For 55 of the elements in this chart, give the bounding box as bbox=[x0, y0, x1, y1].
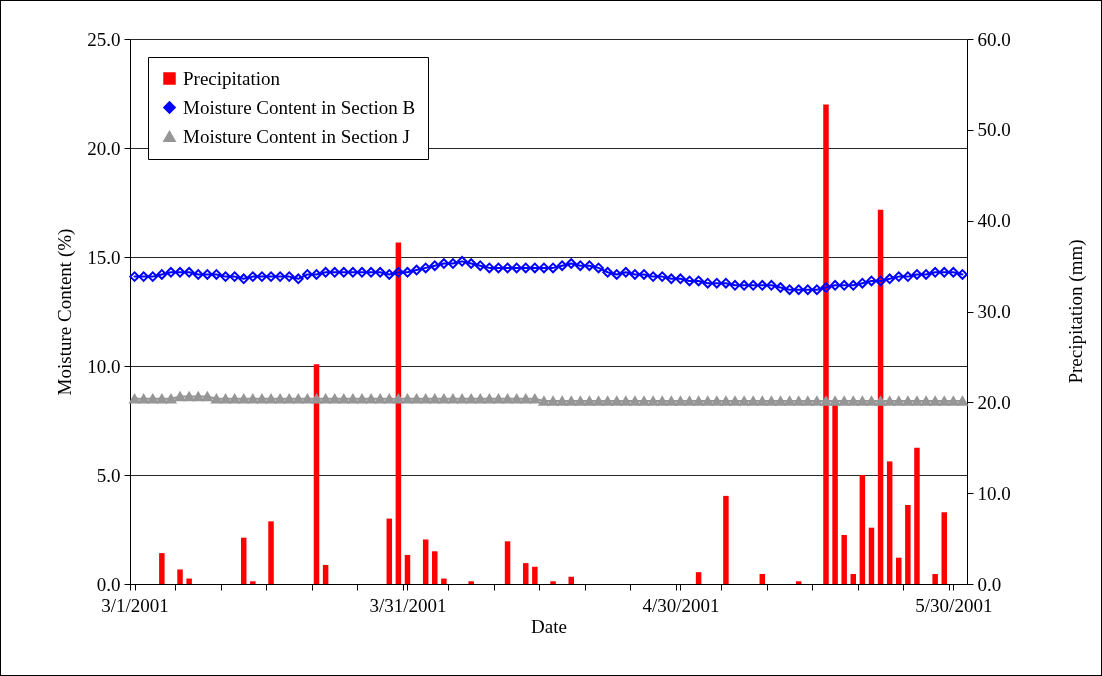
bar bbox=[795, 581, 802, 584]
y2-tick-label: 10.0 bbox=[977, 482, 1011, 504]
bar bbox=[905, 504, 911, 584]
y2-tick-label: 40.0 bbox=[977, 210, 1011, 232]
x-axis-title: Date bbox=[531, 615, 567, 637]
bar bbox=[523, 563, 529, 584]
bar bbox=[695, 572, 702, 584]
bar bbox=[386, 518, 393, 584]
x-tick-label: 3/31/2001 bbox=[369, 594, 447, 616]
bar bbox=[932, 574, 938, 584]
bar bbox=[250, 581, 256, 584]
bar bbox=[422, 539, 429, 584]
legend-label: Precipitation bbox=[183, 67, 281, 89]
bar bbox=[159, 553, 165, 584]
x-tick-label: 4/30/2001 bbox=[642, 594, 720, 616]
bar bbox=[322, 564, 329, 584]
legend-label: Moisture Content in Section B bbox=[183, 96, 416, 118]
bar bbox=[186, 578, 192, 584]
y2-tick-label: 60.0 bbox=[977, 28, 1011, 50]
bar bbox=[504, 541, 511, 584]
x-tick-label: 5/30/2001 bbox=[915, 594, 993, 616]
bar bbox=[568, 576, 574, 584]
bar bbox=[859, 475, 866, 584]
bar bbox=[177, 569, 183, 584]
bar bbox=[759, 574, 766, 584]
y-tick-label: 25.0 bbox=[87, 28, 121, 50]
y2-axis-title: Precipitation (mm) bbox=[1064, 239, 1087, 384]
y2-tick-label: 0.0 bbox=[977, 573, 1002, 595]
x-tick-label: 3/1/2001 bbox=[101, 594, 169, 616]
bar bbox=[432, 551, 438, 584]
bar bbox=[841, 534, 847, 584]
bar bbox=[240, 537, 247, 584]
bar bbox=[723, 495, 729, 584]
y2-tick-label: 50.0 bbox=[977, 119, 1011, 141]
y-tick-label: 15.0 bbox=[87, 246, 121, 268]
bar bbox=[914, 447, 920, 584]
y-tick-label: 5.0 bbox=[96, 464, 121, 486]
bar bbox=[941, 512, 948, 584]
legend-label: Moisture Content in Section J bbox=[183, 125, 410, 147]
bar bbox=[896, 557, 902, 584]
bar bbox=[532, 566, 538, 584]
y2-tick-label: 20.0 bbox=[977, 391, 1011, 413]
bar bbox=[850, 574, 857, 584]
y-tick-label: 10.0 bbox=[87, 355, 121, 377]
bar bbox=[441, 578, 447, 584]
y-tick-label: 0.0 bbox=[96, 573, 121, 595]
y2-tick-label: 30.0 bbox=[977, 301, 1011, 322]
y-tick-label: 20.0 bbox=[87, 137, 121, 159]
bar bbox=[886, 461, 893, 584]
bar bbox=[868, 527, 875, 584]
bar bbox=[550, 581, 556, 584]
bar bbox=[404, 554, 411, 584]
bar bbox=[468, 581, 474, 584]
y-axis-title: Moisture Content (%) bbox=[54, 228, 77, 396]
bar bbox=[268, 521, 274, 584]
